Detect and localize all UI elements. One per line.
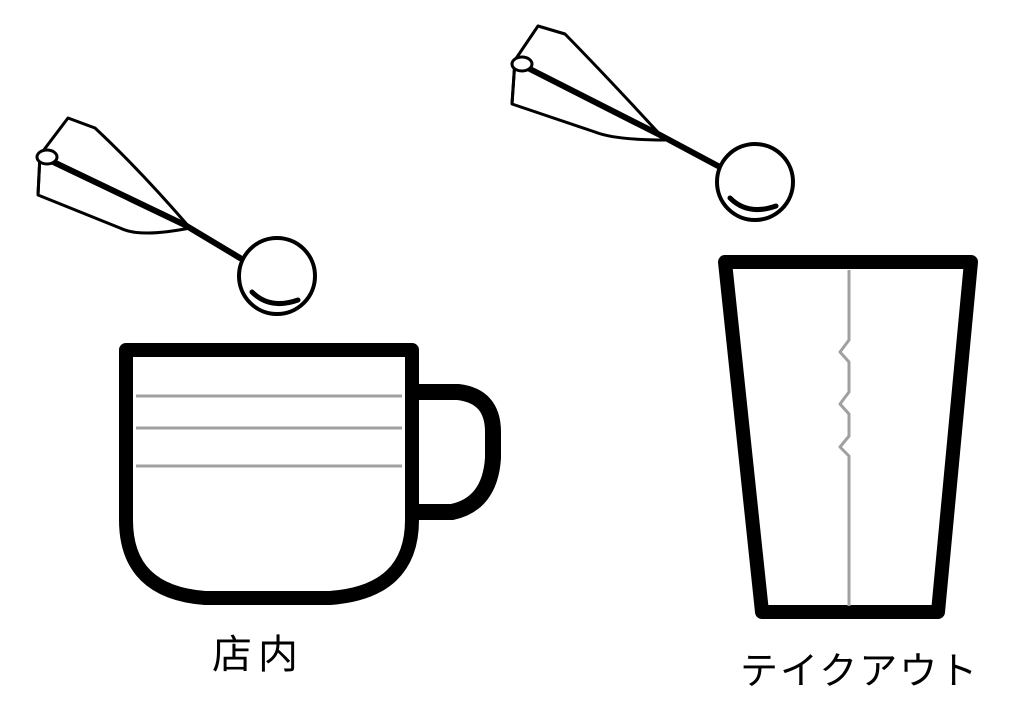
spoon-icon — [35, 116, 317, 316]
spoon-icon — [510, 24, 795, 222]
takeout-label: テイクアウト — [740, 649, 980, 693]
coffee-cup-icon — [119, 343, 501, 605]
in-store-label: 店内 — [212, 632, 304, 678]
takeout-cup-icon — [718, 255, 978, 619]
